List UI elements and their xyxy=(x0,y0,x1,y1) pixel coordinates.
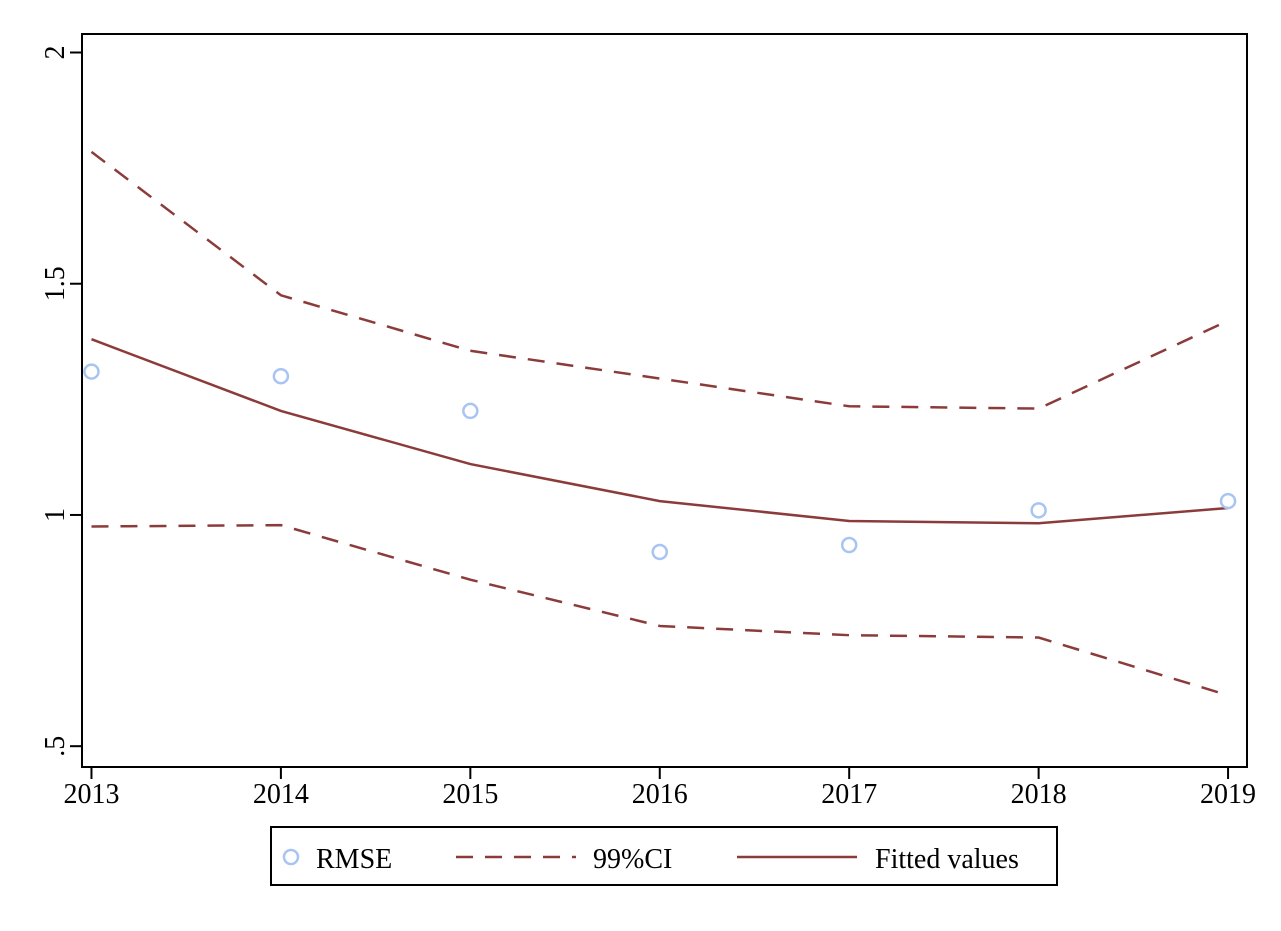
legend-rmse-marker xyxy=(282,848,300,866)
rmse-point xyxy=(1030,502,1047,519)
legend-fitted-label: Fitted values xyxy=(875,844,1019,875)
x-tick-label: 2014 xyxy=(253,779,309,810)
fitted-series xyxy=(91,338,1229,525)
rmse-point xyxy=(840,536,858,554)
rmse-point xyxy=(272,367,290,385)
y-axis: .5 1 1.5 2 xyxy=(40,45,82,757)
x-tick-label: 2018 xyxy=(1011,779,1067,810)
y-tick-label: 1.5 xyxy=(40,266,71,301)
y-tick-label: .5 xyxy=(40,736,71,757)
legend-rmse-label: RMSE xyxy=(316,844,392,875)
rmse-points xyxy=(83,363,1237,561)
legend: RMSE 99%CI Fitted values xyxy=(270,826,1058,886)
y-tick-label: 1 xyxy=(40,508,71,522)
legend-box xyxy=(270,826,1058,886)
ci-upper-series xyxy=(90,150,1229,410)
x-tick-label: 2013 xyxy=(63,779,119,810)
y-tick-label: 2 xyxy=(40,45,71,59)
ci-lower-line xyxy=(91,523,1229,697)
x-axis: 2013 2014 2015 2016 2017 2018 2019 xyxy=(63,767,1256,810)
x-tick-label: 2019 xyxy=(1200,779,1256,810)
x-tick-label: 2017 xyxy=(821,779,877,810)
fitted-line xyxy=(91,338,1229,525)
legend-ci-label: 99%CI xyxy=(593,844,672,875)
x-tick-label: 2015 xyxy=(442,779,498,810)
rmse-point xyxy=(651,543,669,561)
plot-frame xyxy=(81,33,1248,768)
rmse-point xyxy=(1219,492,1237,510)
x-tick-label: 2016 xyxy=(632,779,688,810)
ci-upper-line xyxy=(90,150,1229,410)
rmse-point xyxy=(462,402,479,420)
ci-lower-series xyxy=(91,523,1229,697)
rmse-point xyxy=(83,363,100,380)
